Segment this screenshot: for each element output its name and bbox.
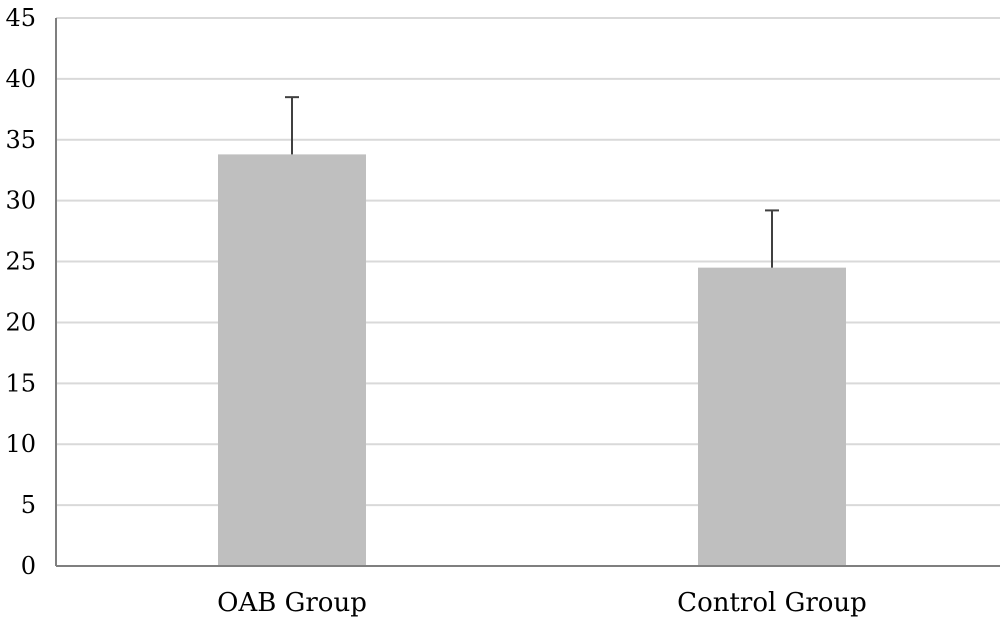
x-category-label-0: OAB Group <box>217 588 367 618</box>
gridlines <box>56 17 1000 507</box>
error-bar-1 <box>765 209 779 268</box>
bars <box>218 96 846 566</box>
error-bar-0 <box>285 96 299 155</box>
y-tick-label: 15 <box>5 369 36 397</box>
y-tick-label: 10 <box>5 430 36 458</box>
y-tick-label: 5 <box>21 491 36 519</box>
y-tick-label: 40 <box>5 65 36 93</box>
bar-1 <box>698 267 846 566</box>
y-tick-label: 30 <box>5 187 36 215</box>
axes <box>55 18 1000 567</box>
y-tick-label: 20 <box>5 308 36 336</box>
y-tick-label: 45 <box>5 4 36 32</box>
bar-0 <box>218 154 366 566</box>
labels: 0 5 10 15 20 25 30 35 40 45 OAB Group Control Group <box>5 4 866 618</box>
y-tick-label: 0 <box>21 552 36 580</box>
y-tick-label: 25 <box>5 248 36 276</box>
y-tick-label: 35 <box>5 126 36 154</box>
x-category-label-1: Control Group <box>677 588 867 618</box>
